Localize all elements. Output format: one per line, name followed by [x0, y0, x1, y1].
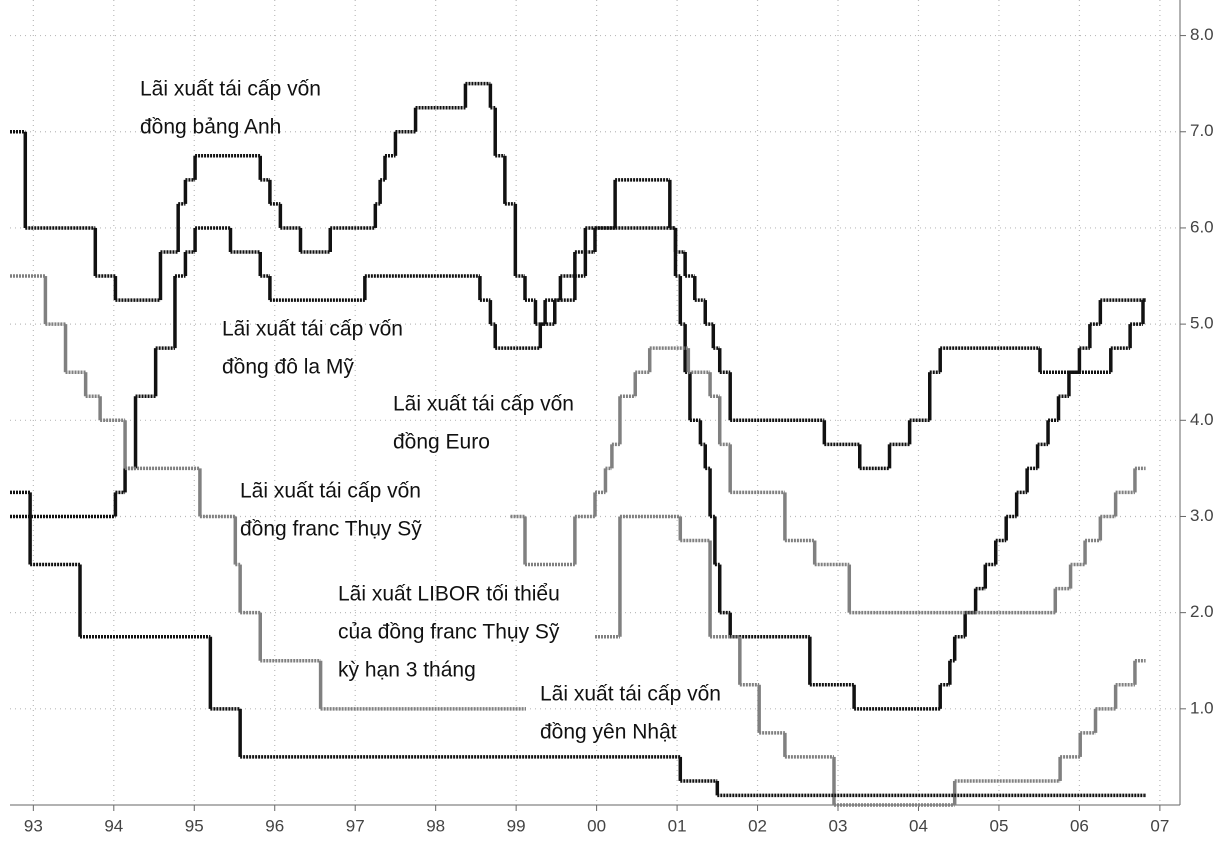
annotation: Lãi xuất tái cấp vốn	[140, 78, 321, 101]
annotation: đồng franc Thụy Sỹ	[240, 518, 422, 541]
x-tick-label: 00	[587, 816, 606, 835]
x-tick-label: 95	[185, 816, 204, 835]
y-tick-label: 2.0	[1190, 602, 1214, 621]
x-tick-label: 98	[426, 816, 445, 835]
x-tick-label: 03	[829, 816, 848, 835]
annotation: Lãi xuất tái cấp vốn	[222, 318, 403, 341]
x-tick-label: 97	[346, 816, 365, 835]
x-tick-label: 05	[989, 816, 1008, 835]
x-tick-label: 04	[909, 816, 928, 835]
annotation: Lãi xuất tái cấp vốn	[393, 393, 574, 416]
x-tick-label: 01	[668, 816, 687, 835]
x-tick-label: 99	[507, 816, 526, 835]
x-tick-label: 96	[265, 816, 284, 835]
x-tick-label: 94	[104, 816, 123, 835]
annotation: của đồng franc Thụy Sỹ	[338, 621, 560, 644]
x-tick-label: 06	[1070, 816, 1089, 835]
y-tick-label: 5.0	[1190, 314, 1214, 333]
annotation: Lãi xuất tái cấp vốn	[540, 683, 721, 706]
annotation: đồng đô la Mỹ	[222, 356, 354, 379]
x-tick-label: 07	[1150, 816, 1169, 835]
y-tick-label: 8.0	[1190, 25, 1214, 44]
annotation: đồng Euro	[393, 431, 490, 454]
x-tick-label: 02	[748, 816, 767, 835]
y-tick-label: 4.0	[1190, 410, 1214, 429]
annotation: đồng yên Nhật	[540, 721, 677, 744]
y-tick-label: 6.0	[1190, 217, 1214, 236]
annotation: Lãi xuất LIBOR tối thiểu	[338, 583, 560, 606]
annotation: Lãi xuất tái cấp vốn	[240, 480, 421, 503]
annotation: đồng bảng Anh	[140, 116, 281, 139]
annotation: kỳ hạn 3 tháng	[338, 659, 476, 682]
y-tick-label: 3.0	[1190, 506, 1214, 525]
y-tick-label: 7.0	[1190, 121, 1214, 140]
x-tick-label: 93	[24, 816, 43, 835]
y-tick-label: 1.0	[1190, 698, 1214, 717]
